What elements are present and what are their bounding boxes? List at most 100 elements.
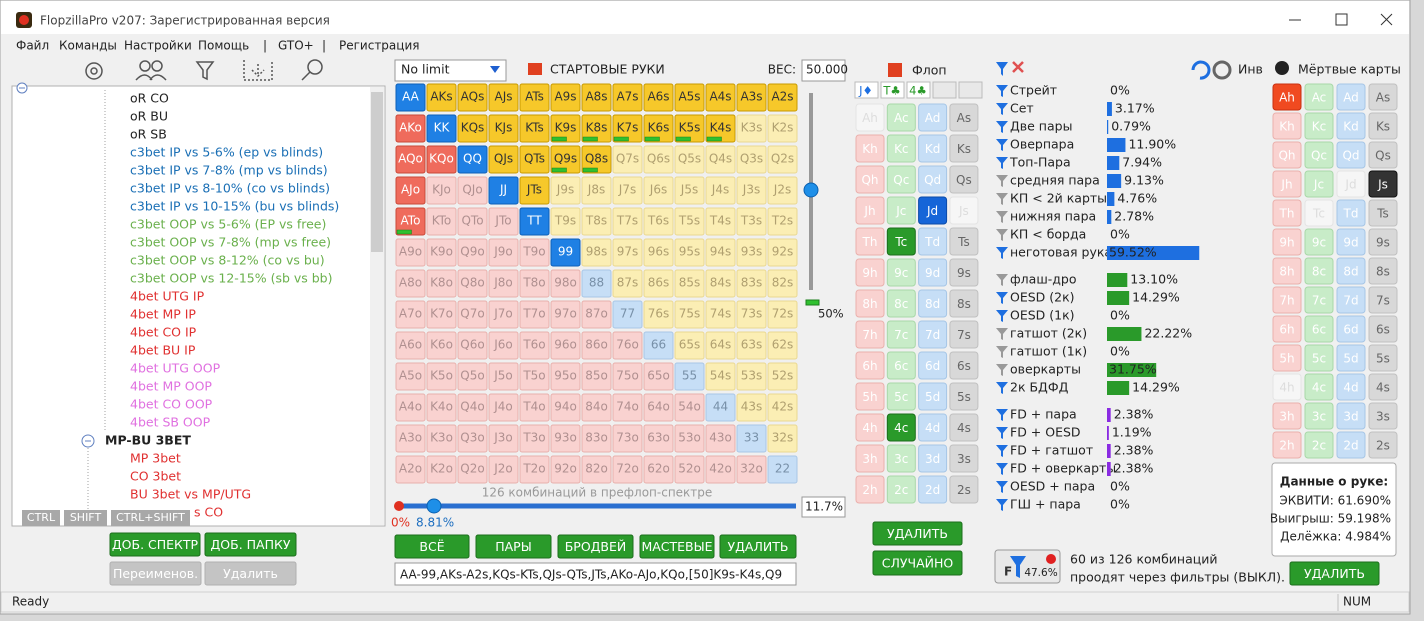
hand-cell[interactable] xyxy=(550,362,581,391)
hand-cell[interactable] xyxy=(550,238,581,267)
filter-toggle[interactable] xyxy=(996,247,1008,259)
board-card[interactable] xyxy=(886,103,916,132)
dead-card[interactable] xyxy=(1272,257,1302,285)
tree-item[interactable]: c3bet IP vs 10-15% (bu vs blinds) xyxy=(130,199,339,214)
hand-cell[interactable] xyxy=(705,114,736,143)
filter-toggle[interactable] xyxy=(996,310,1008,322)
filter-toggle[interactable] xyxy=(996,193,1008,205)
dead-card[interactable] xyxy=(1336,199,1366,227)
hand-cell[interactable] xyxy=(426,207,457,236)
hand-cell[interactable] xyxy=(767,393,798,422)
dead-card[interactable] xyxy=(1368,257,1398,285)
dead-card[interactable] xyxy=(1368,83,1398,111)
hand-cell[interactable] xyxy=(550,393,581,422)
board-card[interactable] xyxy=(918,227,948,256)
settings-icon[interactable] xyxy=(85,62,103,80)
board-card[interactable] xyxy=(918,103,948,132)
dead-card[interactable] xyxy=(1304,315,1334,343)
hand-cell[interactable] xyxy=(612,424,643,453)
hand-cell[interactable] xyxy=(457,238,488,267)
dead-card[interactable] xyxy=(1272,112,1302,140)
hand-cell[interactable] xyxy=(736,269,767,298)
hand-cell[interactable] xyxy=(705,424,736,453)
hand-cell[interactable] xyxy=(550,331,581,360)
add-spectrum-button[interactable] xyxy=(109,532,201,557)
hand-cell[interactable] xyxy=(736,207,767,236)
hand-cell[interactable] xyxy=(643,145,674,174)
dead-card[interactable] xyxy=(1336,344,1366,372)
hand-cell[interactable] xyxy=(643,176,674,205)
menu-item[interactable]: Команды xyxy=(59,39,117,53)
hand-cell[interactable] xyxy=(426,300,457,329)
hand-cell[interactable] xyxy=(457,393,488,422)
board-card[interactable] xyxy=(918,351,948,380)
hand-cell[interactable] xyxy=(705,455,736,484)
dead-card[interactable] xyxy=(1272,170,1302,198)
board-card[interactable] xyxy=(949,196,979,225)
hand-cell[interactable] xyxy=(426,393,457,422)
filter-toggle[interactable] xyxy=(996,445,1008,457)
board-card[interactable] xyxy=(855,258,885,287)
range-button[interactable] xyxy=(557,534,634,559)
filter-toggle[interactable] xyxy=(996,274,1008,286)
dead-card[interactable] xyxy=(1336,141,1366,169)
filter-toggle[interactable] xyxy=(996,229,1008,241)
hand-cell[interactable] xyxy=(395,176,426,205)
board-slot[interactable] xyxy=(880,81,905,99)
hand-cell[interactable] xyxy=(395,145,426,174)
hand-cell[interactable] xyxy=(705,300,736,329)
hand-cell[interactable] xyxy=(674,145,705,174)
filter-toggle[interactable] xyxy=(996,85,1008,97)
dead-card[interactable] xyxy=(1304,431,1334,459)
combo-slider-min[interactable] xyxy=(394,501,404,511)
hand-cell[interactable] xyxy=(519,238,550,267)
tree-item[interactable]: c3bet OOP vs 8-12% (co vs bu) xyxy=(130,253,325,268)
board-card[interactable] xyxy=(886,165,916,194)
hand-cell[interactable] xyxy=(705,331,736,360)
board-card[interactable] xyxy=(949,103,979,132)
hand-cell[interactable] xyxy=(550,83,581,112)
hand-cell[interactable] xyxy=(488,393,519,422)
dead-card[interactable] xyxy=(1336,286,1366,314)
dead-card[interactable] xyxy=(1336,257,1366,285)
board-card[interactable] xyxy=(918,475,948,504)
hand-cell[interactable] xyxy=(581,238,612,267)
hand-cell[interactable] xyxy=(736,145,767,174)
hand-cell[interactable] xyxy=(488,83,519,112)
hand-cell[interactable] xyxy=(395,238,426,267)
dead-card[interactable] xyxy=(1336,402,1366,430)
filter-summary-box[interactable] xyxy=(994,549,1061,584)
board-card[interactable] xyxy=(886,258,916,287)
dead-card[interactable] xyxy=(1336,315,1366,343)
hand-cell[interactable] xyxy=(519,83,550,112)
hand-cell[interactable] xyxy=(612,393,643,422)
hand-cell[interactable] xyxy=(426,455,457,484)
board-card[interactable] xyxy=(855,134,885,163)
hand-cell[interactable] xyxy=(519,114,550,143)
hand-cell[interactable] xyxy=(457,145,488,174)
tree-item[interactable]: 4bet MP OOP xyxy=(130,379,212,394)
hand-cell[interactable] xyxy=(457,424,488,453)
board-card[interactable] xyxy=(949,227,979,256)
tree-item[interactable]: 4bet UTG IP xyxy=(130,289,205,304)
board-card[interactable] xyxy=(886,227,916,256)
board-card[interactable] xyxy=(949,475,979,504)
board-card[interactable] xyxy=(949,320,979,349)
board-card[interactable] xyxy=(855,165,885,194)
tree-item[interactable]: c3bet OOP vs 5-6% (EP vs free) xyxy=(130,217,326,232)
dead-card[interactable] xyxy=(1304,228,1334,256)
dead-card[interactable] xyxy=(1336,431,1366,459)
dead-card[interactable] xyxy=(1272,373,1302,401)
hand-cell[interactable] xyxy=(488,207,519,236)
tree-item[interactable]: c3bet OOP vs 12-15% (sb vs bb) xyxy=(130,271,333,286)
dead-card[interactable] xyxy=(1368,170,1398,198)
board-card[interactable] xyxy=(949,289,979,318)
hand-cell[interactable] xyxy=(705,362,736,391)
filter-toggle[interactable] xyxy=(996,292,1008,304)
hand-cell[interactable] xyxy=(488,331,519,360)
hand-cell[interactable] xyxy=(643,331,674,360)
dead-card[interactable] xyxy=(1368,228,1398,256)
dead-card[interactable] xyxy=(1336,228,1366,256)
board-card[interactable] xyxy=(918,444,948,473)
hand-cell[interactable] xyxy=(767,455,798,484)
